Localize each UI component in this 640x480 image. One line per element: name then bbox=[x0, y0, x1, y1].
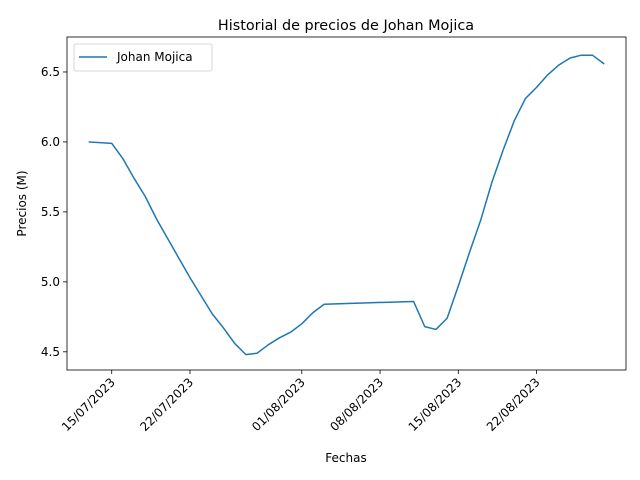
y-axis-label: Precios (M) bbox=[15, 170, 29, 236]
x-tick-label: 01/08/2023 bbox=[249, 375, 308, 434]
y-tick-label: 6.0 bbox=[41, 135, 60, 149]
y-tick-label: 5.5 bbox=[41, 205, 60, 219]
series-line-0 bbox=[88, 54, 605, 356]
y-ticks: 4.5 5.0 5.5 6.0 6.5 bbox=[41, 65, 67, 359]
plot-frame bbox=[66, 36, 627, 371]
x-ticks: 15/07/2023 22/07/2023 01/08/2023 08/08/2023… bbox=[59, 370, 543, 434]
y-tick-label: 6.5 bbox=[41, 65, 60, 79]
x-tick-label: 15/07/2023 bbox=[59, 375, 118, 434]
y-tick-label: 4.5 bbox=[41, 345, 60, 359]
chart-title: Historial de precios de Johan Mojica bbox=[218, 18, 474, 34]
y-tick-label: 5.0 bbox=[41, 275, 60, 289]
x-tick-label: 08/08/2023 bbox=[327, 375, 386, 434]
legend-label: Johan Mojica bbox=[116, 50, 193, 64]
x-tick-label: 15/08/2023 bbox=[406, 375, 465, 434]
plot-lines bbox=[88, 54, 605, 356]
x-tick-label: 22/08/2023 bbox=[484, 375, 543, 434]
x-axis-label: Fechas bbox=[325, 451, 366, 465]
legend-box bbox=[73, 43, 213, 72]
x-tick-label: 22/07/2023 bbox=[137, 375, 196, 434]
legend: Johan Mojica bbox=[73, 43, 213, 72]
